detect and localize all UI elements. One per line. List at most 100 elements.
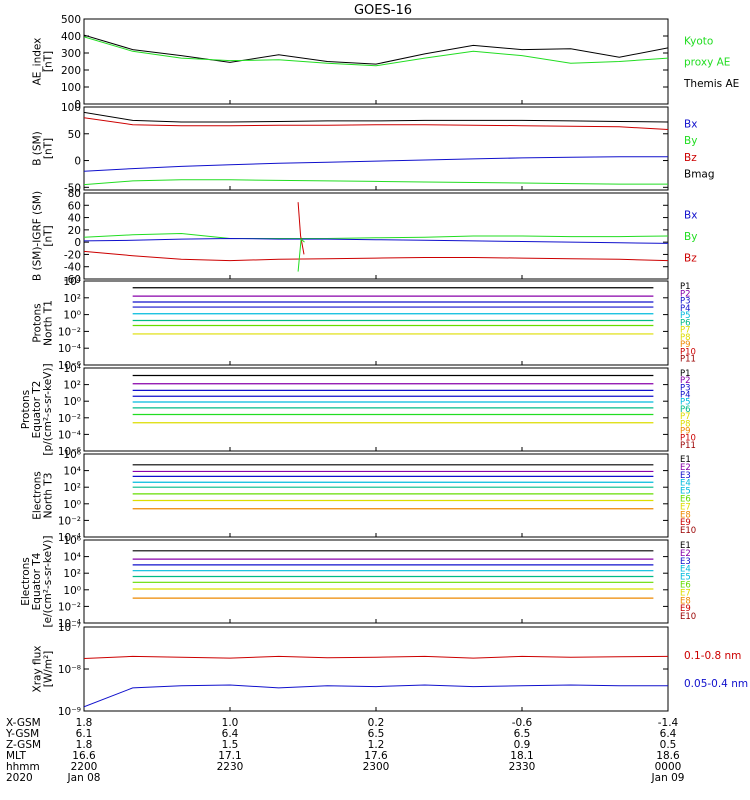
y-tick-label: 10⁶	[63, 535, 81, 547]
y-axis-label: B (SM)	[32, 131, 44, 165]
y-tick-label: 10⁻⁶	[58, 446, 81, 458]
y-tick-label: 10⁰	[63, 499, 81, 511]
legend-entry: E1	[680, 541, 691, 551]
x-axis-value: 2200	[71, 761, 98, 773]
legend-entry: E5	[680, 573, 691, 583]
panel-series	[132, 464, 654, 510]
y-tick-label: 10⁶	[63, 449, 81, 461]
x-axis-value: 18.1	[510, 750, 533, 762]
spike-by	[297, 238, 305, 272]
legend-entry: 0.1-0.8 nm	[684, 650, 741, 662]
y-tick-label: 10²	[63, 482, 81, 494]
y-tick-label: 300	[61, 48, 81, 60]
panel-frame	[83, 106, 669, 191]
y-tick-label: 10⁰	[63, 585, 81, 597]
x-axis-value: 0.2	[368, 717, 385, 729]
y-axis-label: [nT]	[43, 51, 55, 72]
y-tick-label: 10⁴	[63, 552, 81, 564]
y-axis-label: Equator T4	[31, 552, 43, 610]
x-row-label: hhmm	[6, 761, 40, 773]
panel-series	[84, 655, 668, 708]
x-axis-value: 1.0	[222, 717, 239, 729]
panel-pt2: 10⁻⁶ 10⁻⁴ 10⁻² 10⁰ 10² 10⁴ Protons Equator T2 [p…	[20, 363, 696, 458]
y-tick-label: -20	[64, 249, 81, 261]
legend-entry: P11	[680, 355, 696, 365]
y-axis-label: North T1	[43, 300, 55, 346]
legend-entry: P8	[680, 333, 691, 343]
legend-entry: E1	[680, 455, 691, 465]
spike-bz	[297, 202, 305, 255]
legend-entry: 0.05-0.4 nm	[684, 678, 748, 690]
x-row-label: X-GSM	[6, 717, 41, 729]
y-tick-label: 20	[68, 225, 81, 237]
legend-entry: Bx	[684, 210, 697, 222]
y-tick-label: 10²	[63, 293, 81, 305]
legend-entry: E10	[680, 612, 696, 622]
x-axis-value: Jan 08	[67, 772, 101, 784]
x-axis-value: Jan 09	[651, 772, 685, 784]
series-bsm-bmag	[84, 111, 668, 123]
x-axis-value: 18.6	[656, 750, 680, 762]
y-tick-label: -60	[64, 274, 81, 286]
y-axis-label: [nT]	[43, 138, 55, 159]
y-tick-label: 10⁴	[63, 363, 81, 375]
series-bigrf-bz	[84, 250, 668, 262]
x-axis-value: 6.5	[514, 728, 531, 740]
panel-series	[84, 111, 668, 186]
series-bigrf-by	[84, 232, 668, 239]
legend-entry: P10	[680, 347, 696, 357]
legend-entry: By	[684, 231, 697, 243]
y-tick-label: 10⁻²	[58, 326, 81, 338]
series-xray-0.05-0.4 nm	[84, 684, 668, 708]
x-axis-value: -0.6	[512, 717, 533, 729]
y-axis-label: Xray flux	[32, 646, 44, 693]
y-tick-label: 10⁻⁷	[58, 622, 81, 634]
x-axis-value: 0.9	[514, 739, 531, 751]
y-tick-label: 10⁻²	[58, 515, 81, 527]
y-axis-label: Protons	[32, 303, 44, 342]
legend-entry: P6	[680, 318, 691, 328]
legend-entry: P1	[680, 282, 691, 292]
legend-entry: E6	[680, 495, 691, 505]
panel-frame	[83, 280, 669, 366]
y-tick-label: 10⁰	[63, 396, 81, 408]
legend-entry: Bmag	[684, 168, 715, 180]
y-tick-label: 10²	[63, 568, 81, 580]
legend-entry: Bx	[684, 119, 697, 131]
plot-title: GOES-16	[354, 3, 412, 18]
panel-pt1: 10⁻⁶ 10⁻⁴ 10⁻² 10⁰ 10² 10⁴ Protons North T1 P1P2…	[32, 276, 696, 372]
y-tick-label: 100	[61, 82, 81, 94]
panel-bsm: -50 0 50 100 B (SM) [nT] Bx By Bz Bmag	[32, 102, 715, 194]
y-tick-label: 10⁻⁶	[58, 360, 81, 372]
x-axis-value: 1.5	[222, 739, 239, 751]
legend-entry: Bz	[684, 253, 697, 265]
y-tick-label: 60	[68, 200, 81, 212]
series-ae-proxy-ae	[84, 36, 668, 67]
legend-entry: P5	[680, 311, 691, 321]
x-row-label: Z-GSM	[6, 739, 41, 751]
x-axis-value: 16.6	[72, 750, 96, 762]
x-row-label: Y-GSM	[5, 728, 39, 740]
series-bsm-bx	[84, 156, 668, 172]
legend-entry: E4	[680, 565, 691, 575]
y-tick-label: 200	[61, 65, 81, 77]
x-axis-value: 0.5	[660, 739, 677, 751]
legend-entry: P3	[680, 383, 691, 393]
legend-entry: P7	[680, 412, 691, 422]
y-tick-label: 10⁻⁴	[58, 429, 81, 441]
legend-entry: E6	[680, 581, 691, 591]
legend-entry: E9	[680, 604, 691, 614]
y-tick-label: 0	[74, 99, 81, 111]
legend-entry: P10	[680, 434, 696, 444]
series-xray-0.1-0.8 nm	[84, 655, 668, 659]
panel-frame	[83, 18, 669, 105]
y-axis-label: B (SM)-IGRF (SM)	[32, 191, 44, 281]
x-axis-value: 2230	[217, 761, 244, 773]
y-axis-label: AE_index	[32, 38, 44, 86]
x-axis-value: 1.2	[368, 739, 385, 751]
series-ae-kyoto	[84, 34, 668, 65]
x-axis-value: 6.5	[368, 728, 385, 740]
y-axis-label: Equator T2	[31, 381, 43, 439]
